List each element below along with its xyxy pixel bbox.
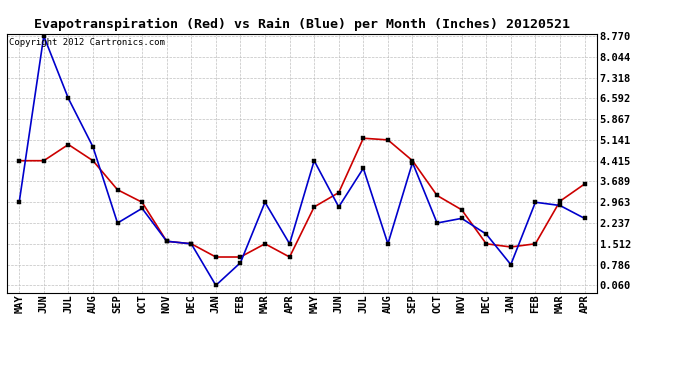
Text: Copyright 2012 Cartronics.com: Copyright 2012 Cartronics.com	[9, 38, 164, 46]
Title: Evapotranspiration (Red) vs Rain (Blue) per Month (Inches) 20120521: Evapotranspiration (Red) vs Rain (Blue) …	[34, 18, 570, 31]
